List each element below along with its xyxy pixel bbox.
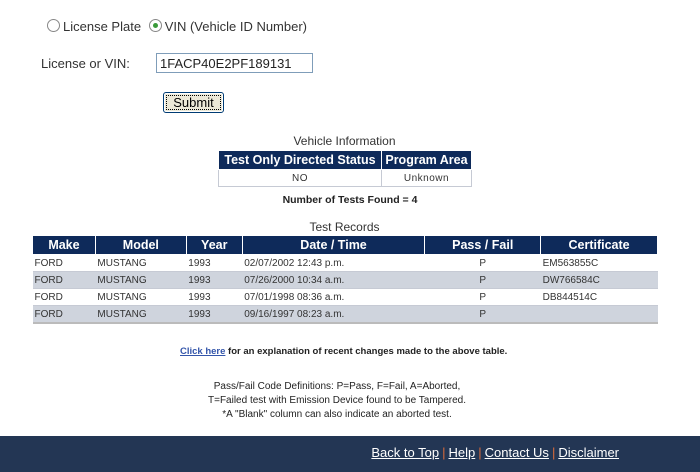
footer — [0, 436, 700, 472]
test-records-table: Make Model Year Date / Time Pass / Fail Certi… — [32, 235, 658, 324]
table-cell: 1993 — [186, 305, 243, 324]
tests-found-count: Number of Tests Found = 4 — [282, 194, 418, 206]
table-row: FORD MUSTANG 1993 07/01/1998 08:36 a.m. P DB8… — [32, 288, 658, 306]
help-link[interactable]: Help — [448, 445, 476, 460]
col-header: Program Area — [380, 150, 473, 170]
table-row: FORD MUSTANG 1993 02/07/2002 12:43 p.m. P EM5… — [32, 254, 658, 272]
radio-vin-label[interactable]: VIN (Vehicle ID Number) — [164, 19, 308, 34]
table-cell: EM563855C — [540, 254, 658, 272]
disclaimer-link[interactable]: Disclaimer — [558, 445, 619, 460]
table-cell: MUSTANG — [95, 288, 187, 306]
pass-fail-definitions: Pass/Fail Code Definitions: P=Pass, F=Fa… — [187, 380, 487, 422]
table-cell: FORD — [32, 254, 96, 272]
test-records-title: Test Records — [309, 220, 380, 234]
col-header: Year — [185, 235, 243, 255]
col-header: Date / Time — [241, 235, 426, 255]
table-cell — [540, 305, 658, 324]
radio-vin[interactable] — [148, 19, 162, 32]
table-row: FORD MUSTANG 1993 09/16/1997 08:23 a.m. P — [32, 305, 658, 324]
table-cell: MUSTANG — [95, 254, 187, 272]
table-cell: FORD — [32, 288, 96, 306]
table-cell: 09/16/1997 08:23 a.m. — [242, 305, 425, 324]
col-header: Certificate — [540, 235, 658, 255]
table-cell: MUSTANG — [95, 305, 187, 324]
footer-links: Back to Top | Help | Contact Us | Disclaimer — [371, 445, 619, 460]
radio-license-plate[interactable] — [47, 19, 60, 32]
table-cell: FORD — [32, 305, 96, 324]
changes-note: Click here for an explanation of recent … — [180, 346, 507, 357]
col-header: Test Only Directed Status — [218, 150, 382, 170]
radio-license-plate-label[interactable]: License Plate — [63, 19, 142, 34]
definition-line: Pass/Fail Code Definitions: P=Pass, F=Fa… — [213, 381, 461, 392]
table-cell: 1993 — [186, 271, 243, 289]
table-cell: 07/01/1998 08:36 a.m. — [242, 288, 425, 306]
table-cell: P — [424, 254, 541, 272]
table-cell: 02/07/2002 12:43 p.m. — [242, 254, 425, 272]
col-header: Pass / Fail — [424, 235, 542, 255]
table-cell: DW766584C — [540, 271, 658, 289]
changes-note-text: for an explanation of recent changes mad… — [225, 346, 508, 357]
vehicle-info-title: Vehicle Information — [293, 134, 396, 148]
test-only-status: NO — [218, 169, 382, 187]
col-header: Model — [94, 235, 187, 255]
back-to-top-link[interactable]: Back to Top — [371, 445, 440, 460]
table-cell: P — [424, 271, 541, 289]
definition-line: T=Failed test with Emission Device found… — [208, 395, 466, 406]
table-cell: 1993 — [186, 288, 243, 306]
separator: | — [551, 445, 556, 460]
contact-us-link[interactable]: Contact Us — [484, 445, 549, 460]
table-row: FORD MUSTANG 1993 07/26/2000 10:34 a.m. P DW7… — [32, 271, 658, 289]
click-here-link[interactable]: Click here — [180, 346, 226, 357]
separator: | — [442, 445, 446, 460]
vin-input[interactable] — [156, 53, 313, 73]
table-cell: DB844514C — [540, 288, 658, 306]
table-cell: P — [424, 305, 541, 324]
submit-button[interactable]: Submit — [163, 92, 224, 113]
search-type-radios: License Plate VIN (Vehicle ID Number) — [47, 19, 307, 34]
vehicle-info-table: Test Only Directed Status Program Area NO… — [218, 150, 473, 187]
col-header: Make — [32, 235, 96, 255]
vin-field-label: License or VIN: — [41, 56, 130, 71]
table-cell: 1993 — [186, 254, 243, 272]
table-cell: MUSTANG — [95, 271, 187, 289]
table-cell: P — [424, 288, 541, 306]
separator: | — [478, 445, 482, 460]
definition-line: *A "Blank" column can also indicate an a… — [222, 409, 452, 420]
table-cell: 07/26/2000 10:34 a.m. — [242, 271, 425, 289]
program-area: Unknown — [380, 169, 473, 187]
table-cell: FORD — [32, 271, 96, 289]
